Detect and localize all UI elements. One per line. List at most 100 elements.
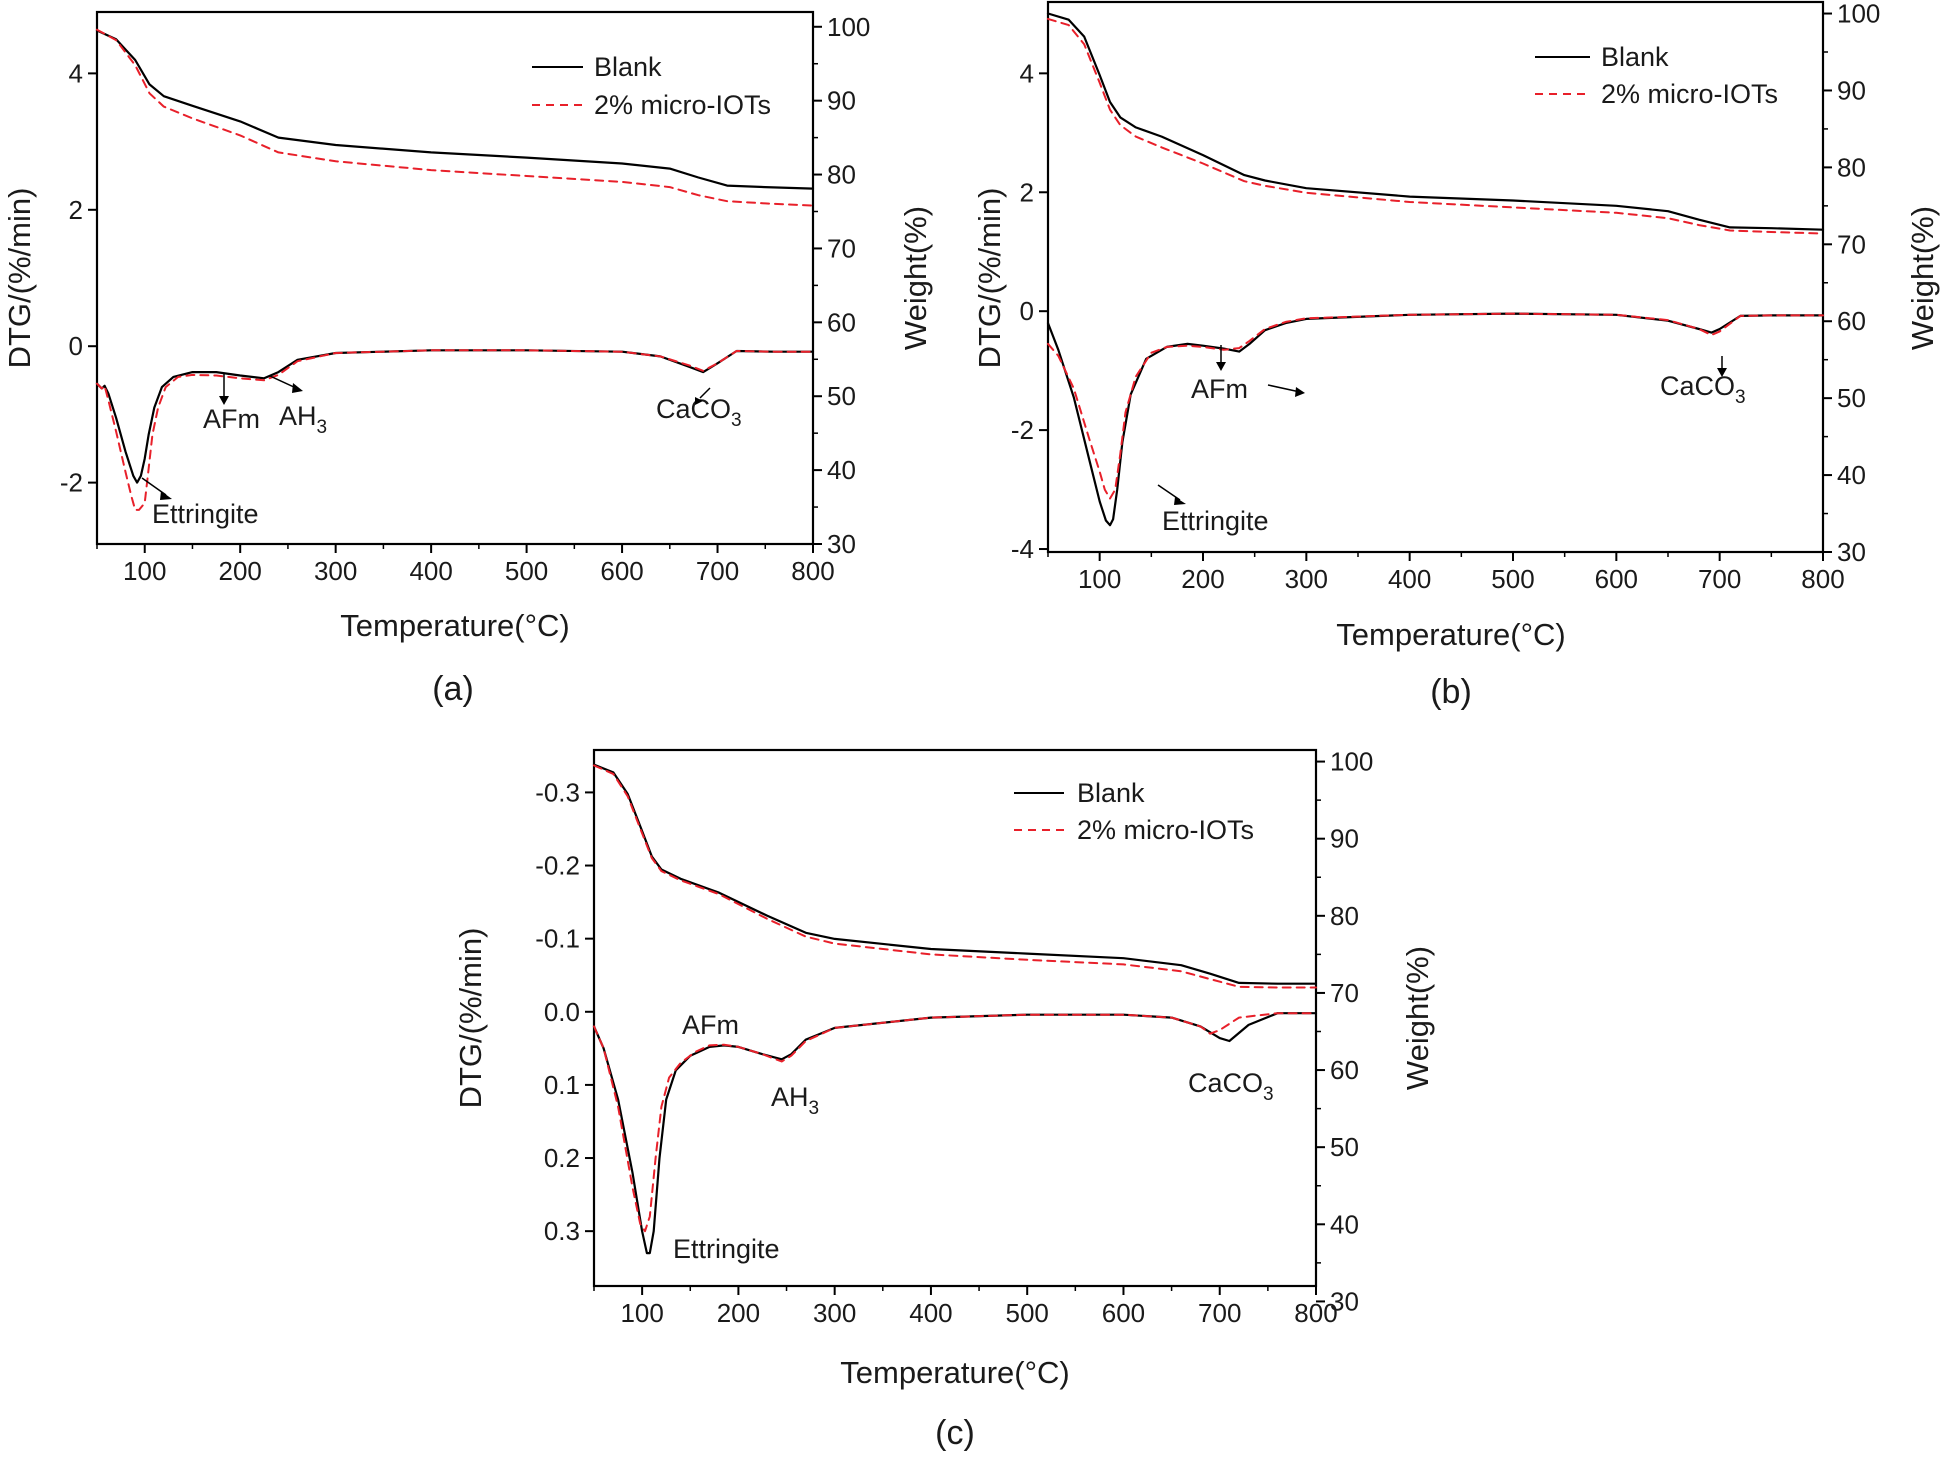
x-tick-label: 400	[909, 1298, 952, 1328]
x-tick-label: 800	[1294, 1298, 1337, 1328]
axis-layer: 100 200 300 400 500 600 700 800 -2 0 2 4 30 40 50 60 70 8…	[60, 12, 871, 586]
y-axis-title-left: DTG/(%/min)	[972, 188, 1007, 369]
legend-label-blank: Blank	[594, 52, 662, 82]
y-right-tick-label: 60	[827, 307, 856, 337]
x-tick-label: 300	[1285, 564, 1328, 594]
panel-a: 100 200 300 400 500 600 700 800 -2 0 2 4 30 40 50 60 70 8…	[2, 10, 933, 708]
y-left-tick-label: 0	[1020, 296, 1034, 326]
arrowhead-ettringite	[1174, 497, 1186, 505]
legend: Blank 2% micro-IOTs	[1535, 42, 1778, 109]
y-left-tick-label: 4	[69, 58, 83, 88]
y-right-tick-label: 100	[827, 12, 870, 42]
x-tick-label: 200	[717, 1298, 760, 1328]
panel-caption: (c)	[935, 1414, 975, 1452]
y-left-tick-label: -0.2	[535, 851, 580, 881]
curves-layer	[1046, 12, 1825, 527]
y-axis-title-left: DTG/(%/min)	[2, 188, 37, 369]
y-right-tick-label: 30	[1837, 537, 1866, 567]
x-axis-title: Temperature(°C)	[340, 608, 569, 643]
annotation-caco3: CaCO3	[1188, 1068, 1274, 1105]
dtg-line-iots	[593, 1012, 1317, 1233]
y-left-tick-label: 0.2	[544, 1143, 580, 1173]
annotation-ah3-text: AH	[771, 1082, 809, 1112]
x-tick-label: 700	[1698, 564, 1741, 594]
weight-line-iots	[1047, 17, 1824, 235]
annotation-caco3-text: CaCO	[656, 394, 731, 424]
dtg-line-blank	[95, 349, 815, 484]
y-axis-title-right: Weight(%)	[898, 206, 933, 350]
y-left-tick-label: -0.1	[535, 924, 580, 954]
y-right-tick-label: 60	[1330, 1055, 1359, 1085]
panel-caption: (a)	[432, 670, 474, 708]
axis-layer: 100 200 300 400 500 600 700 800 -4 -2 0 2 4 30 40 50 60 7…	[1011, 0, 1881, 594]
x-tick-label: 800	[1801, 564, 1844, 594]
annotation-caco3-subscript: 3	[1735, 387, 1746, 408]
x-tick-label: 600	[1102, 1298, 1145, 1328]
x-tick-label: 400	[409, 556, 452, 586]
y-right-tick-label: 100	[1330, 747, 1373, 777]
legend-label-blank: Blank	[1077, 778, 1145, 808]
arrow-caco3	[699, 387, 711, 399]
x-tick-label: 300	[314, 556, 357, 586]
annotations: AFm AH3 Ettringite CaCO3	[141, 373, 742, 529]
y-right-tick-label: 40	[1330, 1209, 1359, 1239]
x-tick-label: 300	[813, 1298, 856, 1328]
y-left-tick-label: -2	[1011, 415, 1034, 445]
plot-frame	[592, 748, 1318, 1288]
legend-label-iots: 2% micro-IOTs	[1601, 79, 1778, 109]
annotation-caco3-text: CaCO	[1660, 371, 1735, 401]
y-left-tick-label: 4	[1020, 58, 1034, 88]
y-right-tick-label: 80	[1837, 152, 1866, 182]
legend-label-iots: 2% micro-IOTs	[1077, 815, 1254, 845]
x-axis-title: Temperature(°C)	[840, 1355, 1069, 1390]
legend: Blank 2% micro-IOTs	[532, 52, 771, 120]
y-left-tick-label: 2	[69, 195, 83, 225]
x-axis-title: Temperature(°C)	[1336, 617, 1565, 652]
y-right-tick-label: 70	[827, 233, 856, 263]
x-tick-label: 100	[620, 1298, 663, 1328]
y-right-tick-label: 40	[827, 455, 856, 485]
panel-caption: (b)	[1430, 673, 1472, 711]
arrow-ah3	[1267, 384, 1301, 393]
annotation-ah3: AH3	[771, 1082, 819, 1119]
y-right-tick-label: 60	[1837, 306, 1866, 336]
y-left-tick-label: -2	[60, 468, 83, 498]
annotation-ettringite: Ettringite	[152, 499, 259, 529]
dtg-line-iots	[1047, 312, 1824, 500]
x-tick-label: 600	[1595, 564, 1638, 594]
annotation-afm: AFm	[682, 1010, 739, 1040]
annotation-caco3: CaCO3	[1660, 371, 1746, 408]
annotation-ettringite: Ettringite	[673, 1234, 780, 1264]
x-tick-label: 200	[1181, 564, 1224, 594]
arrowhead-caco3	[695, 397, 703, 405]
y-right-tick-label: 30	[1330, 1286, 1359, 1316]
panel-b: 100 200 300 400 500 600 700 800 -4 -2 0 2 4 30 40 50 60 7…	[972, 0, 1940, 711]
y-right-tick-label: 70	[1837, 229, 1866, 259]
y-right-tick-label: 80	[1330, 901, 1359, 931]
x-tick-label: 500	[1006, 1298, 1049, 1328]
arrowhead-ah3	[1295, 387, 1305, 397]
arrowhead-ettringite	[160, 491, 172, 500]
arrowhead-caco3	[1717, 368, 1727, 377]
annotation-caco3-text: CaCO	[1188, 1068, 1263, 1098]
annotation-caco3: CaCO3	[656, 394, 742, 431]
y-left-tick-label: 0.3	[544, 1216, 580, 1246]
weight-line-blank	[592, 763, 1318, 985]
y-right-tick-label: 40	[1837, 460, 1866, 490]
dtg-line-iots	[96, 349, 814, 511]
y-right-tick-label: 30	[827, 529, 856, 559]
annotation-afm: AFm	[203, 404, 260, 434]
y-right-tick-label: 90	[1837, 75, 1866, 105]
legend-label-iots: 2% micro-IOTs	[594, 90, 771, 120]
y-right-tick-label: 90	[1330, 824, 1359, 854]
annotations: AFm AH3 Ettringite CaCO3	[673, 1010, 1274, 1264]
arrowhead-ah3	[292, 383, 303, 393]
y-left-tick-label: 0.1	[544, 1070, 580, 1100]
annotation-afm: AFm	[1191, 374, 1248, 404]
y-left-tick-label: 2	[1020, 177, 1034, 207]
x-tick-label: 800	[791, 556, 834, 586]
annotation-ah3: AH3	[279, 401, 327, 438]
y-right-tick-label: 80	[827, 160, 856, 190]
y-left-tick-label: -4	[1011, 534, 1034, 564]
